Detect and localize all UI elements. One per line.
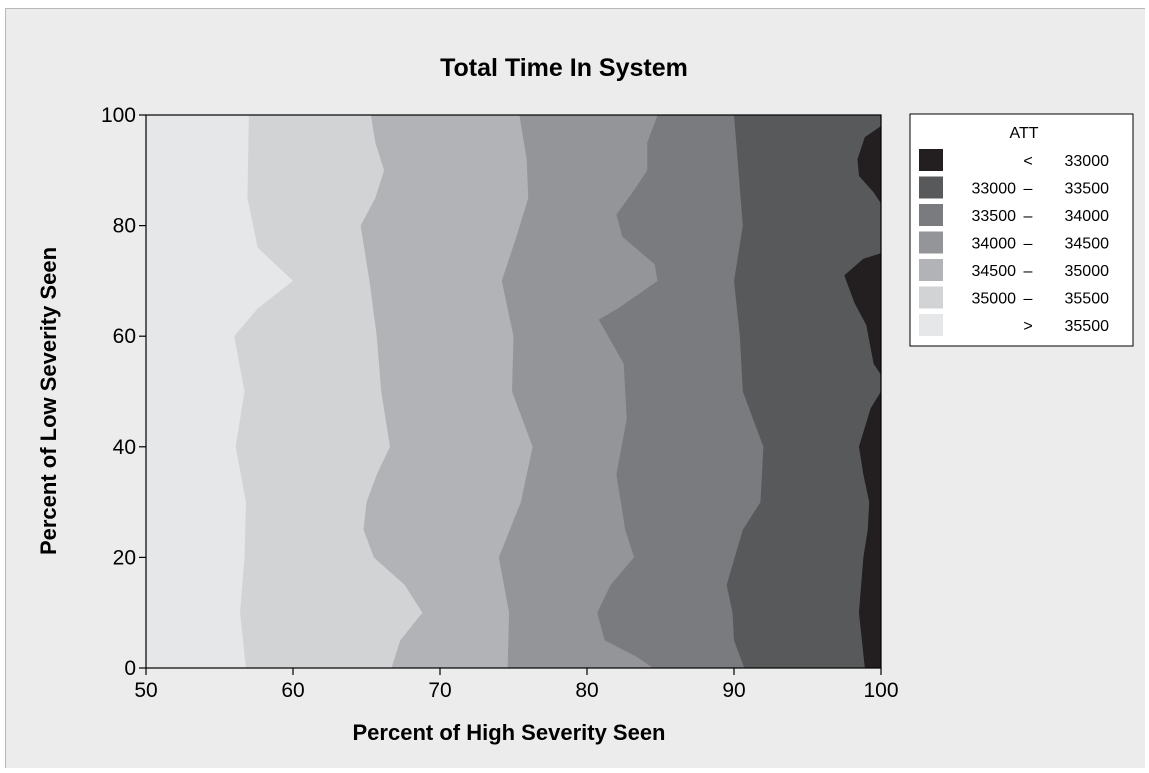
y-tick-label: 40 [113, 436, 136, 459]
legend-range-high: 35000 [1065, 263, 1110, 280]
contour-chart: Total Time In System 50 60 70 80 90 100 0 20 40 6… [36, 54, 1134, 745]
legend-range-separator: – [1024, 236, 1033, 253]
legend: ATT <3300033000–3350033500–3400034000–34… [909, 113, 1134, 347]
legend-swatch [919, 231, 943, 254]
axes: 50 60 70 80 90 100 0 20 40 60 80 100 [101, 104, 899, 702]
legend-range-low: 33500 [972, 208, 1017, 225]
legend-range-low: 33000 [972, 181, 1017, 198]
legend-box [909, 113, 1134, 347]
legend-range-high: 33000 [1065, 153, 1110, 170]
legend-range-operator: < [1023, 153, 1032, 170]
legend-range-low: 34500 [972, 263, 1017, 280]
y-tick-label: 0 [124, 657, 136, 680]
contour-region-33000-5 [858, 391, 881, 668]
x-tick-label: 100 [863, 679, 898, 702]
x-axis-label: Percent of High Severity Seen [353, 720, 666, 745]
legend-swatch [919, 259, 943, 281]
x-tick-label: 90 [722, 679, 745, 702]
y-tick-label: 100 [101, 104, 136, 127]
legend-range-separator: – [1024, 263, 1033, 280]
x-tick-label: 80 [575, 679, 598, 702]
legend-range-high: 35500 [1065, 318, 1110, 335]
x-tick-label: 50 [134, 679, 157, 702]
legend-range-high: 34500 [1065, 236, 1110, 253]
contour-region-33000-6 [844, 253, 881, 375]
legend-range-high: 33500 [1065, 181, 1110, 198]
plot-area [146, 115, 881, 668]
legend-range-high: 35500 [1065, 291, 1110, 308]
y-tick-label: 80 [113, 215, 136, 238]
contour-region-33000-7 [857, 126, 881, 204]
legend-range-separator: – [1024, 181, 1033, 198]
legend-range-operator: > [1023, 318, 1032, 335]
legend-range-low: 35000 [972, 291, 1017, 308]
x-tick-label: 60 [281, 679, 304, 702]
x-tick-label: 70 [428, 679, 451, 702]
y-tick-label: 20 [113, 546, 136, 569]
contour-region-33500-4 [726, 115, 881, 668]
legend-swatch [919, 314, 943, 336]
legend-range-low: 34000 [972, 236, 1017, 253]
legend-swatch [919, 149, 943, 171]
legend-swatch [919, 286, 943, 309]
chart-figure: Total Time In System 50 60 70 80 90 100 0 20 40 6… [5, 8, 1145, 768]
legend-range-separator: – [1024, 291, 1033, 308]
legend-title: ATT [1009, 125, 1038, 142]
legend-swatch [919, 176, 943, 199]
legend-swatch [919, 204, 943, 226]
legend-range-separator: – [1024, 208, 1033, 225]
plot-frame [145, 114, 882, 669]
y-tick-label: 60 [113, 325, 136, 348]
y-axis-label: Percent of Low Severity Seen [36, 247, 61, 555]
legend-range-high: 34000 [1065, 208, 1110, 225]
chart-title: Total Time In System [440, 54, 688, 82]
